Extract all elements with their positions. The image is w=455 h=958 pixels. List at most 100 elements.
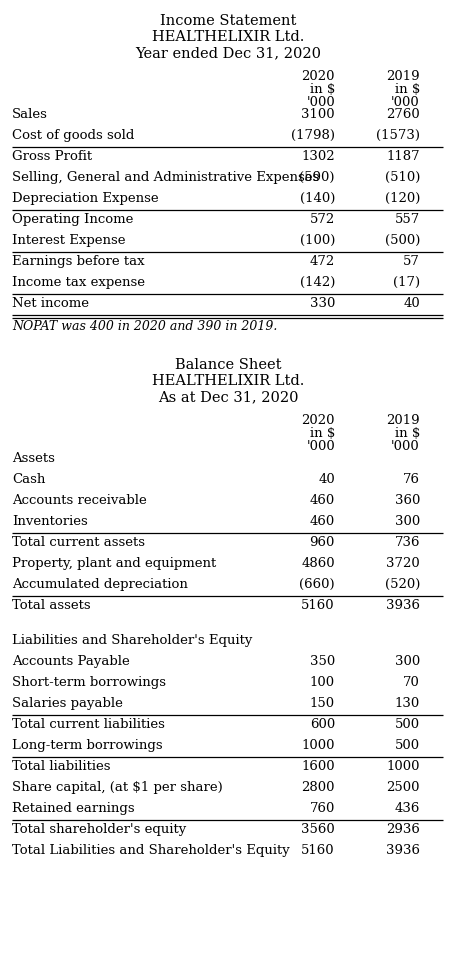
Text: (1798): (1798) — [290, 129, 334, 142]
Text: 2760: 2760 — [385, 108, 419, 121]
Text: Operating Income: Operating Income — [12, 213, 133, 226]
Text: in $: in $ — [394, 427, 419, 440]
Text: 2020: 2020 — [301, 70, 334, 83]
Text: (590): (590) — [299, 171, 334, 184]
Text: (510): (510) — [384, 171, 419, 184]
Text: Interest Expense: Interest Expense — [12, 234, 125, 247]
Text: Share capital, (at $1 per share): Share capital, (at $1 per share) — [12, 781, 222, 794]
Text: Income tax expense: Income tax expense — [12, 276, 145, 289]
Text: Total shareholder's equity: Total shareholder's equity — [12, 823, 186, 836]
Text: Accumulated depreciation: Accumulated depreciation — [12, 578, 187, 591]
Text: 3100: 3100 — [301, 108, 334, 121]
Text: 600: 600 — [309, 718, 334, 731]
Text: 2500: 2500 — [386, 781, 419, 794]
Text: 760: 760 — [309, 802, 334, 815]
Text: 3720: 3720 — [385, 557, 419, 570]
Text: 1000: 1000 — [386, 760, 419, 773]
Text: in $: in $ — [309, 83, 334, 96]
Text: Long-term borrowings: Long-term borrowings — [12, 739, 162, 752]
Text: 300: 300 — [394, 655, 419, 668]
Text: '000: '000 — [306, 440, 334, 453]
Text: (100): (100) — [299, 234, 334, 247]
Text: 500: 500 — [394, 718, 419, 731]
Text: Property, plant and equipment: Property, plant and equipment — [12, 557, 216, 570]
Text: 1600: 1600 — [301, 760, 334, 773]
Text: '000: '000 — [390, 96, 419, 109]
Text: Retained earnings: Retained earnings — [12, 802, 134, 815]
Text: Balance Sheet: Balance Sheet — [174, 358, 281, 372]
Text: Gross Profit: Gross Profit — [12, 150, 92, 163]
Text: '000: '000 — [390, 440, 419, 453]
Text: 2800: 2800 — [301, 781, 334, 794]
Text: Accounts Payable: Accounts Payable — [12, 655, 130, 668]
Text: 360: 360 — [394, 494, 419, 507]
Text: Total current liabilities: Total current liabilities — [12, 718, 165, 731]
Text: HEALTHELIXIR Ltd.: HEALTHELIXIR Ltd. — [152, 30, 303, 44]
Text: 2020: 2020 — [301, 414, 334, 427]
Text: in $: in $ — [309, 427, 334, 440]
Text: Total Liabilities and Shareholder's Equity: Total Liabilities and Shareholder's Equi… — [12, 844, 289, 857]
Text: 472: 472 — [309, 255, 334, 268]
Text: (660): (660) — [299, 578, 334, 591]
Text: Total assets: Total assets — [12, 599, 91, 612]
Text: Salaries payable: Salaries payable — [12, 697, 122, 710]
Text: Short-term borrowings: Short-term borrowings — [12, 676, 166, 689]
Text: 300: 300 — [394, 515, 419, 528]
Text: (520): (520) — [384, 578, 419, 591]
Text: 2019: 2019 — [385, 70, 419, 83]
Text: Sales: Sales — [12, 108, 48, 121]
Text: '000: '000 — [306, 96, 334, 109]
Text: HEALTHELIXIR Ltd.: HEALTHELIXIR Ltd. — [152, 374, 303, 388]
Text: Total current assets: Total current assets — [12, 536, 145, 549]
Text: Earnings before tax: Earnings before tax — [12, 255, 144, 268]
Text: Depreciation Expense: Depreciation Expense — [12, 192, 158, 205]
Text: 57: 57 — [402, 255, 419, 268]
Text: 40: 40 — [318, 473, 334, 486]
Text: 40: 40 — [402, 297, 419, 310]
Text: 736: 736 — [394, 536, 419, 549]
Text: NOPAT was 400 in 2020 and 390 in 2019.: NOPAT was 400 in 2020 and 390 in 2019. — [12, 320, 277, 333]
Text: Accounts receivable: Accounts receivable — [12, 494, 147, 507]
Text: Liabilities and Shareholder's Equity: Liabilities and Shareholder's Equity — [12, 634, 252, 647]
Text: 3936: 3936 — [385, 599, 419, 612]
Text: 76: 76 — [402, 473, 419, 486]
Text: 2936: 2936 — [385, 823, 419, 836]
Text: (1573): (1573) — [375, 129, 419, 142]
Text: 960: 960 — [309, 536, 334, 549]
Text: in $: in $ — [394, 83, 419, 96]
Text: Total liabilities: Total liabilities — [12, 760, 110, 773]
Text: Net income: Net income — [12, 297, 89, 310]
Text: (142): (142) — [299, 276, 334, 289]
Text: 3936: 3936 — [385, 844, 419, 857]
Text: 436: 436 — [394, 802, 419, 815]
Text: Selling, General and Administrative Expenses: Selling, General and Administrative Expe… — [12, 171, 318, 184]
Text: As at Dec 31, 2020: As at Dec 31, 2020 — [157, 390, 298, 404]
Text: 5160: 5160 — [301, 599, 334, 612]
Text: Cash: Cash — [12, 473, 46, 486]
Text: (17): (17) — [392, 276, 419, 289]
Text: 500: 500 — [394, 739, 419, 752]
Text: 2019: 2019 — [385, 414, 419, 427]
Text: 1302: 1302 — [301, 150, 334, 163]
Text: Income Statement: Income Statement — [159, 14, 296, 28]
Text: 1000: 1000 — [301, 739, 334, 752]
Text: 572: 572 — [309, 213, 334, 226]
Text: 330: 330 — [309, 297, 334, 310]
Text: 150: 150 — [309, 697, 334, 710]
Text: 70: 70 — [402, 676, 419, 689]
Text: 3560: 3560 — [301, 823, 334, 836]
Text: Assets: Assets — [12, 452, 55, 465]
Text: (140): (140) — [299, 192, 334, 205]
Text: 460: 460 — [309, 494, 334, 507]
Text: (500): (500) — [384, 234, 419, 247]
Text: (120): (120) — [384, 192, 419, 205]
Text: 1187: 1187 — [385, 150, 419, 163]
Text: 100: 100 — [309, 676, 334, 689]
Text: Inventories: Inventories — [12, 515, 87, 528]
Text: Cost of goods sold: Cost of goods sold — [12, 129, 134, 142]
Text: 4860: 4860 — [301, 557, 334, 570]
Text: 557: 557 — [394, 213, 419, 226]
Text: 350: 350 — [309, 655, 334, 668]
Text: 5160: 5160 — [301, 844, 334, 857]
Text: Year ended Dec 31, 2020: Year ended Dec 31, 2020 — [135, 46, 320, 60]
